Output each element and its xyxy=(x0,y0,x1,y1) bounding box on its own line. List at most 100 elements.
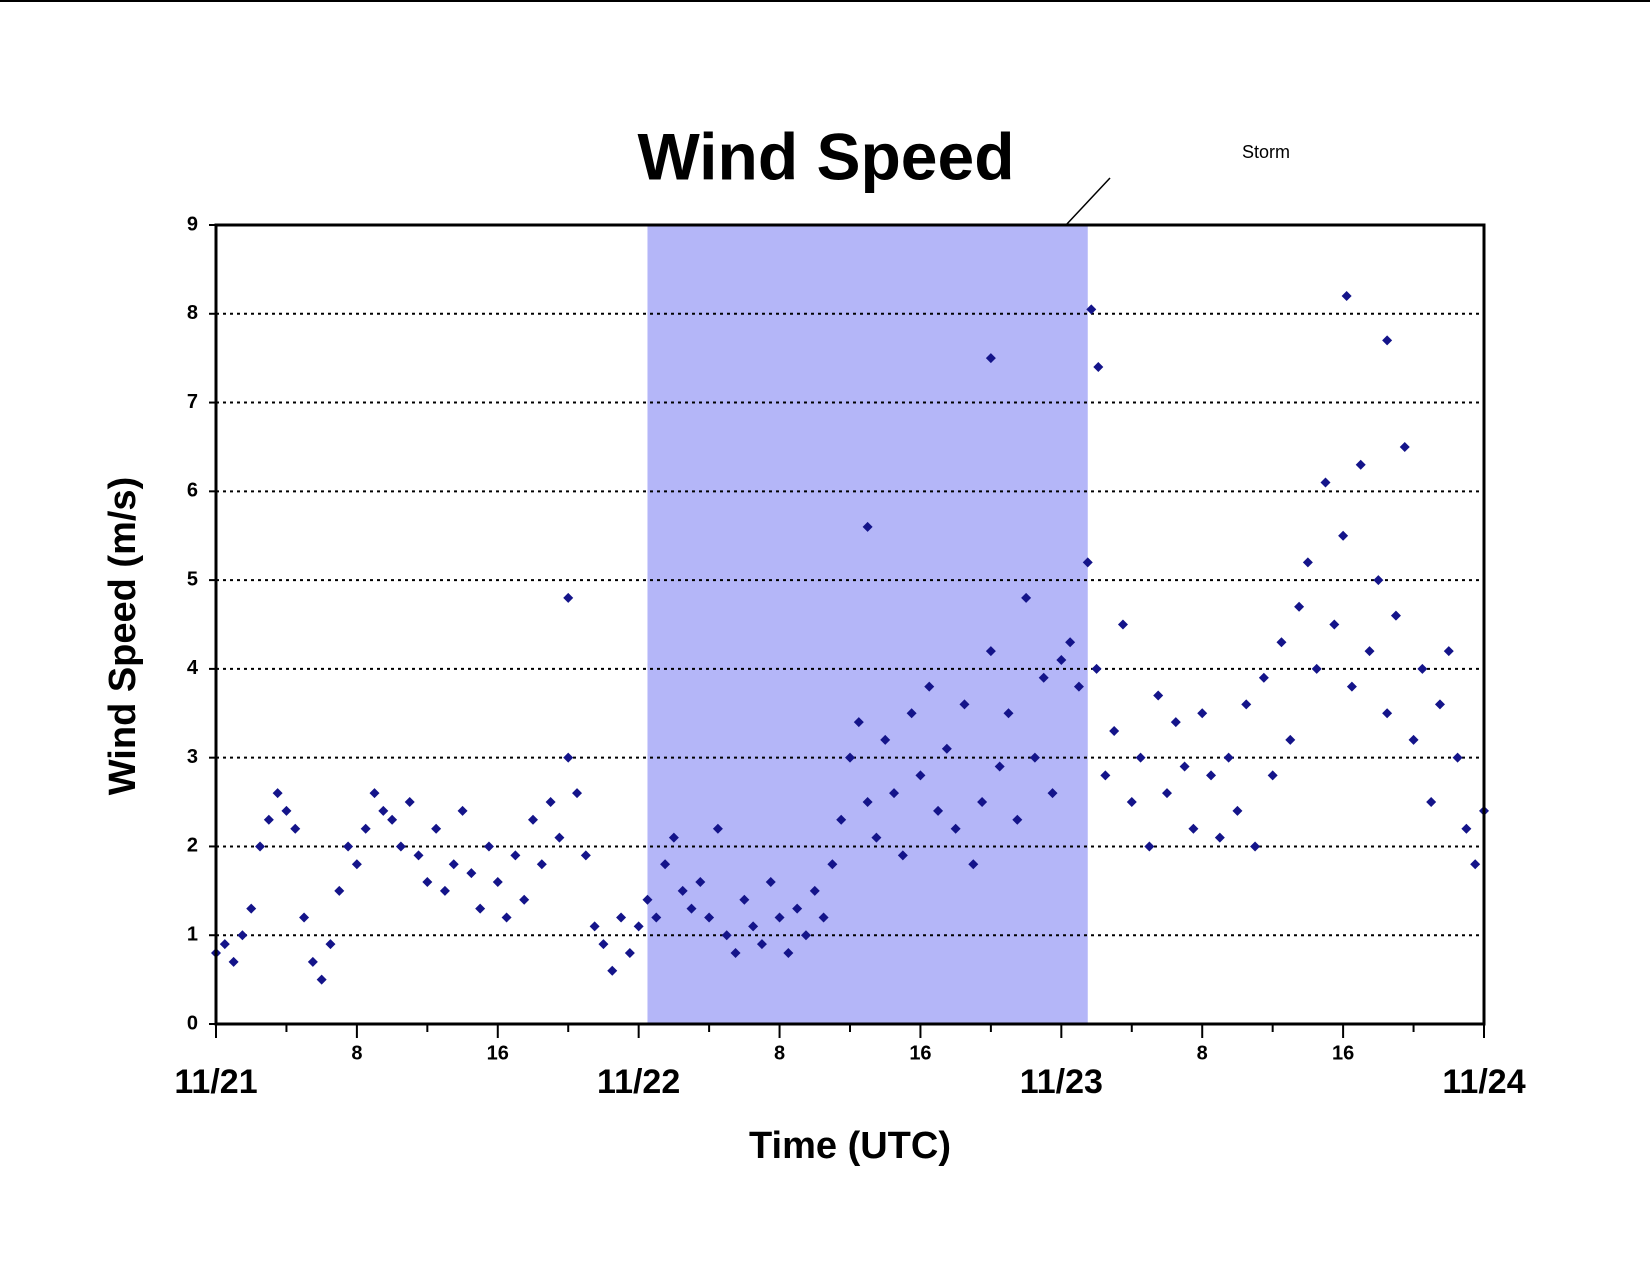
data-point xyxy=(1232,805,1243,816)
data-point xyxy=(492,876,503,887)
data-point xyxy=(1091,663,1102,674)
data-point xyxy=(1302,557,1313,568)
data-point xyxy=(677,885,688,896)
data-point xyxy=(906,708,917,719)
data-point xyxy=(1341,291,1352,302)
data-point xyxy=(792,903,803,914)
data-point xyxy=(1399,441,1410,452)
data-point xyxy=(853,717,864,728)
y-tick-label: 9 xyxy=(187,213,198,235)
data-point xyxy=(1461,823,1472,834)
data-point xyxy=(431,823,442,834)
data-point xyxy=(633,921,644,932)
data-point xyxy=(1320,477,1331,488)
data-point xyxy=(1065,637,1076,648)
data-point xyxy=(660,859,671,870)
data-point xyxy=(1082,557,1093,568)
data-point xyxy=(1144,841,1155,852)
x-tick-label: 11/23 xyxy=(1020,1063,1103,1101)
y-tick-label: 1 xyxy=(187,924,198,946)
data-point xyxy=(1047,788,1058,799)
data-point xyxy=(475,903,486,914)
data-point xyxy=(404,797,415,808)
y-tick-label: 7 xyxy=(187,391,198,413)
data-point xyxy=(739,894,750,905)
data-point xyxy=(263,814,274,825)
data-point xyxy=(343,841,354,852)
storm-annotation: Storm xyxy=(1242,142,1290,162)
data-point xyxy=(1188,823,1199,834)
data-point xyxy=(1417,663,1428,674)
data-point xyxy=(422,876,433,887)
data-point xyxy=(985,353,996,364)
data-point xyxy=(748,921,759,932)
data-point xyxy=(395,841,406,852)
data-point xyxy=(1434,699,1445,710)
x-tick-label: 8 xyxy=(1197,1042,1208,1064)
data-point xyxy=(1408,734,1419,745)
data-point xyxy=(519,894,530,905)
data-point xyxy=(281,805,292,816)
data-point xyxy=(809,885,820,896)
data-point xyxy=(836,814,847,825)
data-point xyxy=(1338,530,1349,541)
data-point xyxy=(272,788,283,799)
data-point xyxy=(290,823,301,834)
data-point xyxy=(1038,672,1049,683)
y-tick-label: 5 xyxy=(187,568,198,590)
data-point xyxy=(1086,304,1097,315)
x-tick-label: 16 xyxy=(909,1042,931,1064)
y-tick-label: 6 xyxy=(187,480,198,502)
data-point xyxy=(1267,770,1278,781)
data-point xyxy=(1197,708,1208,719)
data-point xyxy=(1390,610,1401,621)
data-point xyxy=(413,850,424,861)
data-point xyxy=(1426,797,1437,808)
data-point xyxy=(1117,619,1128,630)
data-point xyxy=(845,752,855,763)
data-point xyxy=(783,947,794,958)
data-point xyxy=(580,850,591,861)
data-point xyxy=(774,912,785,923)
storm-band xyxy=(647,225,1088,1024)
data-point xyxy=(1179,761,1190,772)
data-point xyxy=(704,912,715,923)
data-point xyxy=(1135,752,1146,763)
data-point xyxy=(237,930,248,941)
y-tick-label: 2 xyxy=(187,835,198,857)
data-point xyxy=(924,681,935,692)
data-point xyxy=(765,876,776,887)
data-point xyxy=(695,876,706,887)
chart-title: Wind Speed xyxy=(637,119,1014,193)
data-point xyxy=(1276,637,1287,648)
y-tick-label: 0 xyxy=(187,1012,198,1034)
data-point xyxy=(994,761,1005,772)
data-point xyxy=(950,823,961,834)
annotation-leader xyxy=(1065,177,1111,226)
data-point xyxy=(1443,646,1454,657)
data-point xyxy=(968,859,979,870)
data-point xyxy=(369,788,380,799)
data-point xyxy=(1294,601,1305,612)
shade-layer xyxy=(647,225,1088,1024)
data-point xyxy=(299,912,310,923)
data-point xyxy=(483,841,494,852)
data-point xyxy=(651,912,662,923)
data-point xyxy=(1223,752,1234,763)
y-tick-label: 3 xyxy=(187,746,198,768)
data-point xyxy=(1258,672,1269,683)
x-tick-label: 8 xyxy=(351,1042,362,1064)
x-tick-label: 11/21 xyxy=(174,1063,257,1101)
data-point xyxy=(889,788,900,799)
data-point xyxy=(1373,575,1384,586)
data-point xyxy=(510,850,521,861)
data-point xyxy=(624,947,635,958)
data-point xyxy=(712,823,723,834)
data-point xyxy=(563,592,574,603)
data-point xyxy=(1100,770,1111,781)
data-point xyxy=(255,841,266,852)
grid-layer xyxy=(216,312,1484,937)
mark-layer xyxy=(211,291,1489,985)
x-axis-title: Time (UTC) xyxy=(749,1125,951,1167)
